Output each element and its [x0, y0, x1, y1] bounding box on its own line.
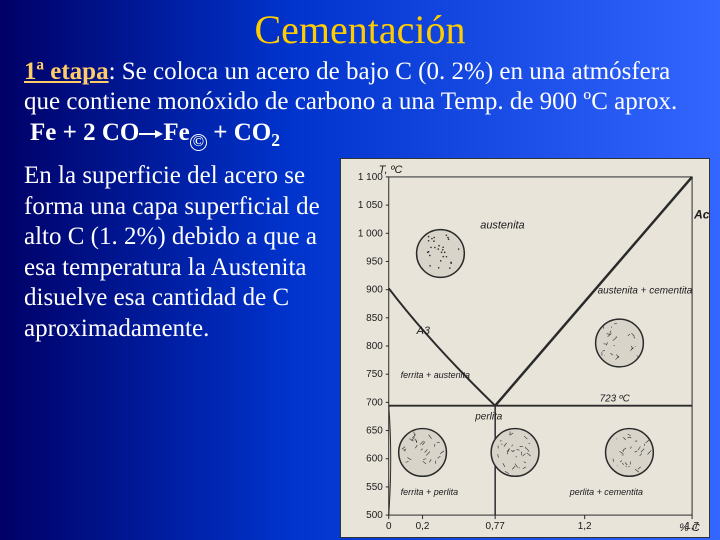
etapa-label: 1ª etapa: [24, 58, 109, 85]
region-aust-cement: austenita + cementita: [598, 285, 693, 296]
y-tick-label: 550: [366, 482, 383, 493]
region-perl-cement: perlita + cementita: [569, 487, 643, 497]
intro-block: 1ª etapa: Se coloca un acero de bajo C (…: [0, 57, 720, 151]
y-tick-label: 950: [366, 256, 383, 267]
x-axis-label: % C: [679, 522, 700, 534]
y-tick-label: 800: [366, 341, 383, 352]
x-tick-label: 0,77: [485, 521, 505, 532]
y-tick-label: 900: [366, 285, 383, 296]
eq-lhs1: Fe: [30, 119, 56, 146]
microstructure-circle: [417, 230, 465, 278]
x-tick-label: 1,2: [578, 521, 592, 532]
description-paragraph: En la superficie del acero se forma una …: [24, 161, 344, 344]
eq-plus1: +: [56, 119, 83, 146]
eq-rhs1: Fe: [163, 119, 189, 146]
y-tick-label: 700: [366, 397, 383, 408]
y-tick-label: 1 050: [358, 200, 383, 211]
line-acm: Acm: [693, 208, 709, 222]
eq-rhs2-sub: 2: [271, 130, 280, 150]
region-ferr-aust: ferrita + austenita: [401, 370, 470, 380]
reaction-equation: Fe + 2 CO Fe© + CO2: [24, 118, 702, 151]
y-tick-label: 1 000: [358, 228, 383, 239]
microstructure-circle: [606, 429, 654, 477]
y-tick-label: 750: [366, 369, 383, 380]
y-tick-label: 500: [366, 510, 383, 521]
y-axis-label: T, ºC: [379, 164, 403, 176]
page-title: Cementación: [0, 0, 720, 57]
phase-diagram: 1 1001 0501 0009509008508007507006506005…: [340, 158, 710, 538]
microstructure-circle: [596, 319, 644, 367]
x-tick-label: 0: [386, 521, 392, 532]
eq-plus2: +: [207, 119, 234, 146]
intro-paragraph: 1ª etapa: Se coloca un acero de bajo C (…: [24, 57, 702, 116]
eutectoid-temp: 723 ºC: [600, 394, 631, 405]
region-ferr-perl: ferrita + perlita: [401, 487, 458, 497]
y-tick-label: 650: [366, 426, 383, 437]
region-austenite: austenita: [480, 220, 524, 232]
line-a3: A3: [416, 325, 430, 337]
y-tick-label: 600: [366, 454, 383, 465]
region-perlite: perlita: [474, 412, 503, 423]
arrow-icon: [139, 118, 163, 148]
eq-rhs1-sub: ©: [190, 134, 207, 151]
microstructure-circle: [399, 429, 447, 477]
x-tick-label: 0,2: [416, 521, 430, 532]
eq-lhs2: 2 CO: [83, 119, 139, 146]
y-tick-label: 850: [366, 313, 383, 324]
microstructure-circle: [491, 429, 539, 477]
eq-rhs2: CO: [234, 119, 272, 146]
intro-text: : Se coloca un acero de bajo C (0. 2%) e…: [24, 58, 677, 115]
